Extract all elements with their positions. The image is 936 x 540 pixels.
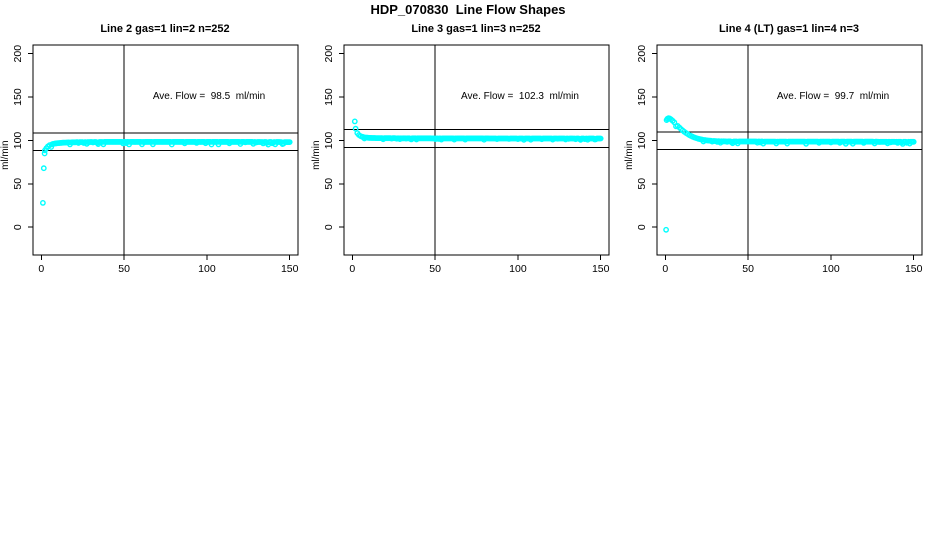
plot-frame <box>343 44 610 256</box>
panel-title: Line 4 (LT) gas=1 lin=4 n=3 <box>718 23 860 35</box>
plot-frame <box>656 44 923 256</box>
flow-point <box>910 138 917 145</box>
y-tick-label: 100 <box>636 132 648 150</box>
x-tick-label: 100 <box>198 263 216 275</box>
flow-point <box>40 199 46 206</box>
y-axis: 0 50 100 150 200 ml/min <box>0 45 33 230</box>
data-points <box>40 139 293 206</box>
flow-point <box>40 165 47 172</box>
data-points <box>351 118 604 143</box>
y-tick-label: 50 <box>636 178 648 190</box>
y-axis-label: ml/min <box>624 140 635 169</box>
y-tick-label: 200 <box>323 45 335 63</box>
flow-panel-line4: 0 50 100 150 0 50 100 150 200 ml/min Line 4 (LT) … <box>624 20 924 300</box>
x-tick-label: 100 <box>509 263 527 275</box>
panel-title: Line 3 gas=1 lin=3 n=252 <box>411 23 541 35</box>
line4-flow-plot: 0 50 100 150 0 50 100 150 200 ml/min <box>624 44 923 275</box>
flow-point <box>597 135 604 142</box>
y-tick-label: 100 <box>12 132 24 150</box>
x-tick-label: 100 <box>822 263 840 275</box>
x-axis: 0 50 100 150 <box>349 255 610 275</box>
x-axis: 0 50 100 150 <box>38 255 299 275</box>
x-tick-label: 50 <box>429 263 441 275</box>
y-axis: 0 50 100 150 200 ml/min <box>624 45 657 230</box>
ave-flow-annotation: Ave. Flow = 102.3 ml/min <box>461 91 579 102</box>
y-axis: 0 50 100 150 200 ml/min <box>311 45 344 230</box>
y-tick-label: 0 <box>323 224 335 230</box>
flow-point <box>663 226 669 233</box>
y-tick-label: 100 <box>323 132 335 150</box>
ave-flow-annotation: Ave. Flow = 99.7 ml/min <box>776 91 890 102</box>
y-tick-label: 0 <box>12 224 24 230</box>
flow-panel-line2: 0 50 100 150 0 50 100 150 200 ml/min Line 2 gas=1… <box>0 20 300 300</box>
x-axis: 0 50 100 150 <box>662 255 923 275</box>
flow-panel-line3: 0 50 100 150 0 50 100 150 200 ml/min Line 3 gas=1… <box>311 20 611 300</box>
figure-title: HDP_070830 Line Flow Shapes <box>370 2 566 17</box>
x-tick-label: 50 <box>118 263 130 275</box>
flow-point <box>41 150 48 157</box>
x-tick-label: 150 <box>592 263 610 275</box>
x-tick-label: 0 <box>349 263 355 275</box>
line3-flow-plot: 0 50 100 150 0 50 100 150 200 ml/min <box>311 44 610 275</box>
line2-flow-plot: 0 50 100 150 0 50 100 150 200 ml/min <box>0 44 299 275</box>
ave-flow-annotation: Ave. Flow = 98.5 ml/min <box>152 91 266 102</box>
y-tick-label: 150 <box>323 88 335 106</box>
y-tick-label: 150 <box>12 88 24 106</box>
y-tick-label: 150 <box>636 88 648 106</box>
x-tick-label: 150 <box>281 263 299 275</box>
x-tick-label: 0 <box>662 263 668 275</box>
y-tick-label: 0 <box>636 224 648 230</box>
x-tick-label: 50 <box>742 263 754 275</box>
panel-title: Line 2 gas=1 lin=2 n=252 <box>100 23 230 35</box>
y-tick-label: 200 <box>636 45 648 63</box>
x-tick-label: 0 <box>38 263 44 275</box>
y-axis-label: ml/min <box>0 140 11 169</box>
flow-point <box>286 139 293 146</box>
y-tick-label: 50 <box>12 178 24 190</box>
plot-box <box>343 44 610 256</box>
y-tick-label: 200 <box>12 45 24 63</box>
x-tick-label: 150 <box>905 263 923 275</box>
data-points <box>663 115 917 233</box>
flow-point <box>351 118 358 125</box>
y-axis-label: ml/min <box>311 140 322 169</box>
plot-frame <box>32 44 299 256</box>
plot-box <box>656 44 923 256</box>
y-tick-label: 50 <box>323 178 335 190</box>
